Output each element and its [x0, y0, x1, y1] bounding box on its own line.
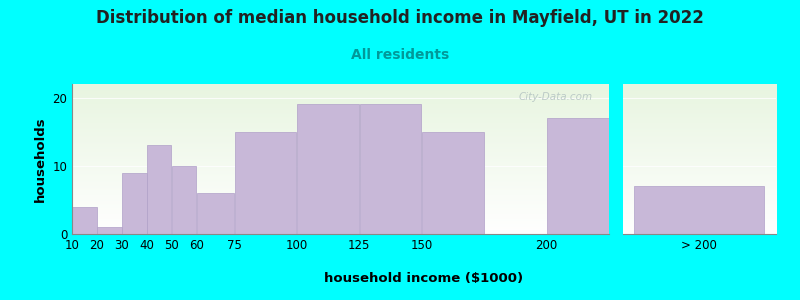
Text: household income ($1000): household income ($1000)	[325, 272, 523, 285]
Bar	[422, 132, 484, 234]
Y-axis label: households: households	[34, 116, 46, 202]
Bar	[72, 207, 97, 234]
Bar	[98, 227, 122, 234]
Bar	[122, 172, 146, 234]
Bar	[172, 166, 197, 234]
Text: Distribution of median household income in Mayfield, UT in 2022: Distribution of median household income …	[96, 9, 704, 27]
Text: All residents: All residents	[351, 48, 449, 62]
Bar	[359, 104, 421, 234]
Bar	[634, 186, 765, 234]
Bar	[198, 193, 234, 234]
Bar	[546, 118, 671, 234]
Bar	[297, 104, 358, 234]
Bar	[147, 146, 171, 234]
Bar	[234, 132, 296, 234]
Text: City-Data.com: City-Data.com	[518, 92, 593, 101]
